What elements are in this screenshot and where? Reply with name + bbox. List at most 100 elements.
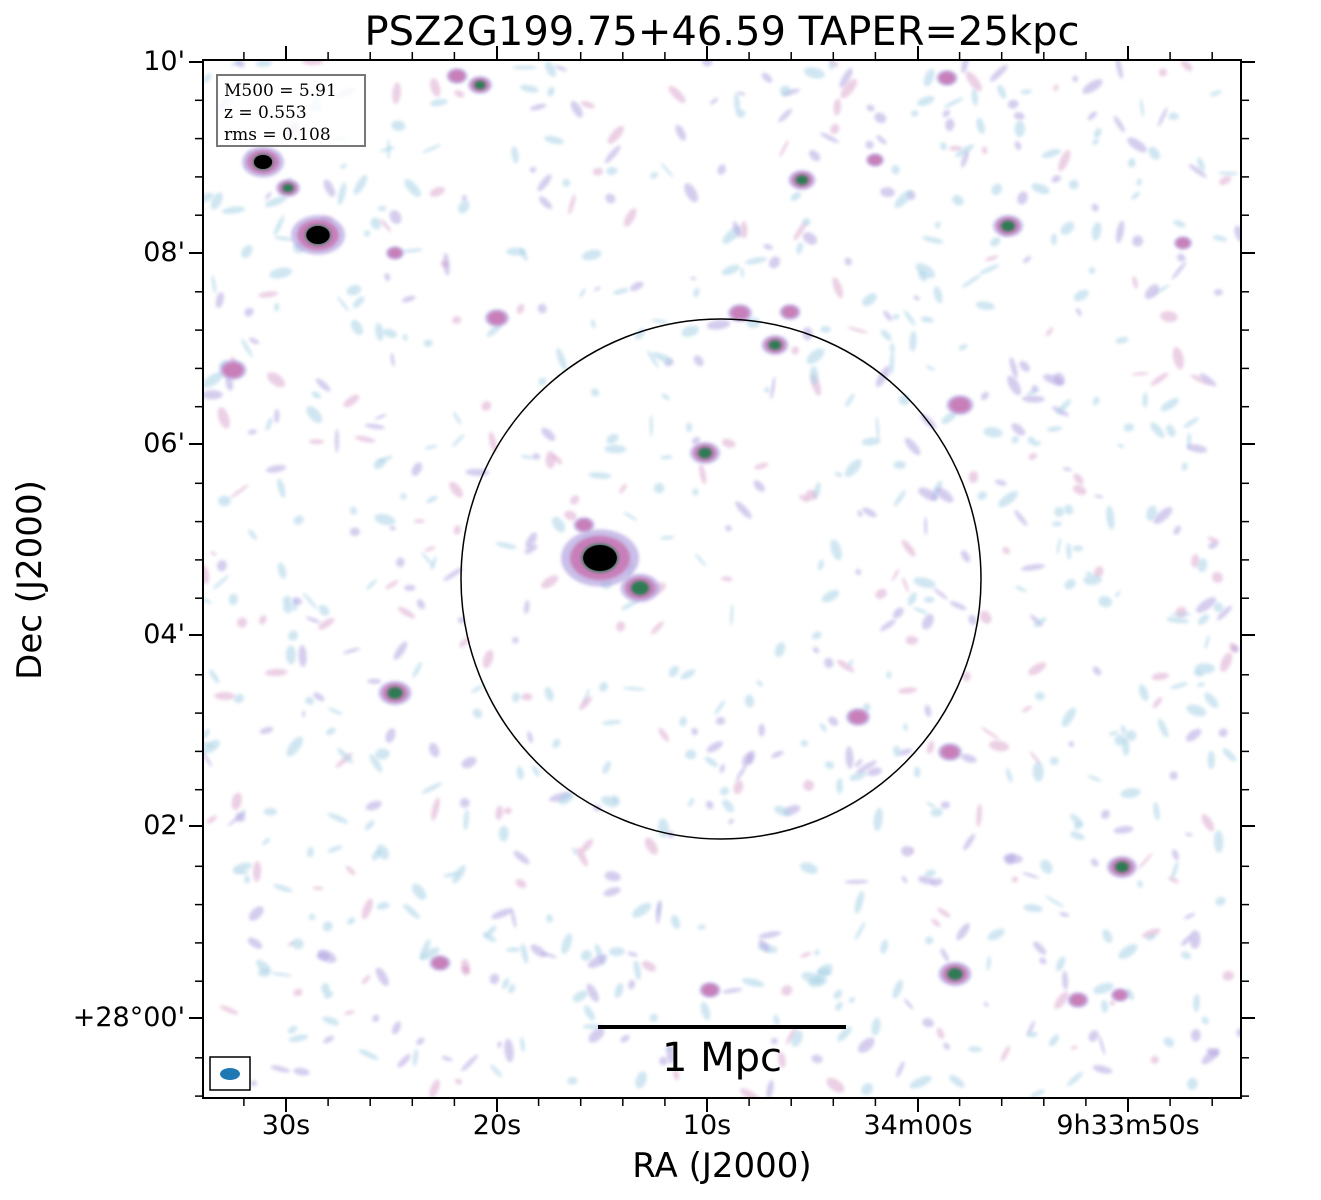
noise-blob <box>527 731 533 743</box>
noise-blob <box>489 973 500 985</box>
noise-blob <box>221 206 246 214</box>
noise-blob <box>949 1074 965 1088</box>
noise-blob <box>924 516 928 536</box>
noise-blob <box>1011 435 1019 444</box>
noise-blob <box>1093 128 1102 139</box>
noise-blob <box>693 287 700 298</box>
noise-blob <box>781 985 793 996</box>
noise-blob <box>1127 158 1136 168</box>
noise-blob <box>255 60 272 67</box>
noise-blob <box>286 736 303 757</box>
noise-blob <box>763 244 773 250</box>
noise-blob <box>771 750 784 759</box>
noise-blob <box>799 494 810 502</box>
noise-blob <box>915 263 935 279</box>
noise-blob <box>449 481 463 498</box>
noise-blob <box>579 696 592 710</box>
noise-blob <box>1040 859 1053 874</box>
noise-blob <box>793 221 807 241</box>
xtick-label: 20s <box>472 1110 522 1141</box>
noise-blob <box>256 959 272 974</box>
noise-blob <box>1196 597 1217 613</box>
noise-blob <box>461 1054 479 1072</box>
noise-blob <box>856 760 877 774</box>
noise-blob <box>1171 261 1187 280</box>
noise-blob <box>292 938 304 950</box>
noise-blob <box>861 437 881 446</box>
noise-blob <box>544 61 557 77</box>
noise-blob <box>1013 111 1025 121</box>
noise-blob <box>601 795 619 808</box>
noise-blob <box>544 135 564 145</box>
noise-blob <box>758 939 770 952</box>
noise-blob <box>218 495 231 507</box>
noise-blob <box>561 933 573 955</box>
noise-blob <box>1093 982 1114 994</box>
radio-source <box>728 304 752 322</box>
noise-blob <box>1183 417 1199 428</box>
noise-blob <box>1021 564 1045 571</box>
noise-blob <box>923 596 935 603</box>
noise-blob <box>588 472 612 479</box>
noise-blob <box>457 616 465 624</box>
noise-blob <box>277 478 286 498</box>
noise-blob <box>214 691 235 701</box>
noise-blob <box>1222 748 1237 762</box>
noise-blob <box>880 187 895 198</box>
noise-blob <box>867 767 882 777</box>
noise-blob <box>486 324 502 337</box>
noise-blob <box>1109 1000 1115 1006</box>
noise-blob <box>490 1064 503 1078</box>
noise-blob <box>736 109 746 118</box>
noise-blob <box>203 390 223 400</box>
noise-blob <box>1091 203 1099 212</box>
noise-blob <box>590 319 596 329</box>
noise-blob <box>768 256 781 269</box>
noise-blob <box>1168 876 1179 884</box>
noise-blob <box>820 325 831 333</box>
noise-blob <box>544 686 554 702</box>
noise-blob <box>1053 84 1059 92</box>
noise-blob <box>428 742 440 758</box>
noise-blob <box>274 236 293 241</box>
noise-blob <box>375 967 389 986</box>
noise-blob <box>923 68 935 87</box>
noise-blob <box>412 883 427 900</box>
noise-blob <box>454 1078 463 1085</box>
noise-blob <box>649 1013 658 1022</box>
noise-blob <box>1014 120 1025 138</box>
radio-source <box>429 955 451 971</box>
radio-source <box>699 982 721 998</box>
noise-blob <box>1171 861 1179 880</box>
noise-blob <box>907 592 917 606</box>
noise-blob <box>1115 60 1123 80</box>
noise-blob <box>935 487 954 503</box>
noise-blob <box>538 377 547 386</box>
noise-blob <box>322 921 333 932</box>
noise-blob <box>231 792 242 811</box>
noise-blob <box>471 685 484 693</box>
noise-blob <box>263 807 277 816</box>
noise-blob <box>873 807 883 832</box>
noise-blob <box>1028 452 1038 460</box>
noise-blob <box>567 1076 578 1085</box>
noise-blob <box>1073 289 1089 302</box>
noise-blob <box>556 347 567 371</box>
noise-blob <box>785 1026 797 1045</box>
noise-blob <box>1094 494 1104 499</box>
noise-blob <box>893 490 906 507</box>
noise-blob <box>1152 697 1163 709</box>
noise-blob <box>594 286 601 291</box>
noise-blob <box>344 1010 355 1015</box>
noise-blob <box>931 918 941 927</box>
noise-blob <box>773 806 792 817</box>
noise-blob <box>564 510 577 521</box>
noise-blob <box>952 195 964 206</box>
noise-blob <box>1185 728 1202 742</box>
noise-blob <box>288 1034 309 1043</box>
noise-blob <box>421 782 443 794</box>
noise-blob <box>981 146 988 155</box>
noise-blob <box>604 145 621 164</box>
noise-blob <box>936 1027 945 1039</box>
noise-blob <box>293 988 303 997</box>
